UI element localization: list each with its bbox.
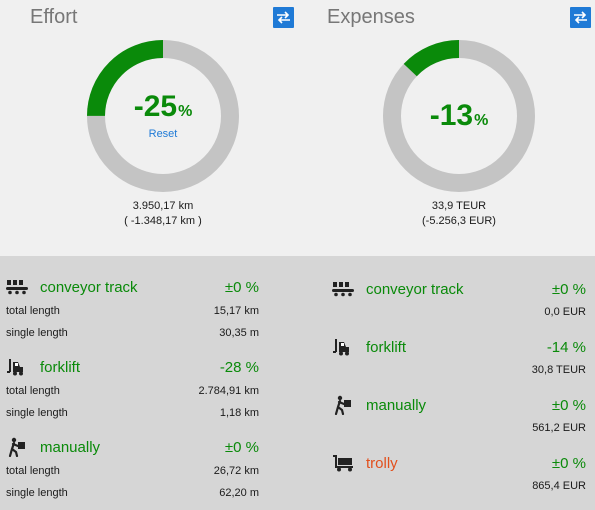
swap-arrows-icon <box>277 11 290 24</box>
conveyor-icon <box>6 277 28 297</box>
row-value: 15,17 km <box>213 305 259 317</box>
expenses-category-conveyor[interactable]: conveyor track <box>332 278 464 300</box>
row-label: total length <box>6 385 60 397</box>
row-value: 561,2 EUR <box>532 422 586 434</box>
expenses-category-manually[interactable]: manually <box>332 394 426 416</box>
effort-total: 3.950,17 km ( -1.348,17 km ) <box>83 199 243 229</box>
effort-category-conveyor[interactable]: conveyor track <box>6 276 138 298</box>
row-label: total length <box>6 465 60 477</box>
expenses-donut: -13% <box>383 40 535 192</box>
row-value: 30,35 m <box>219 327 259 339</box>
category-name: manually <box>40 438 101 456</box>
expenses-category-trolly[interactable]: trolly <box>332 452 398 474</box>
effort-donut: -25% Reset <box>87 40 239 192</box>
person-carrying-icon <box>6 437 28 457</box>
trolley-icon <box>332 453 354 473</box>
expenses-total-value: 33,9 TEUR <box>431 200 487 212</box>
forklift-icon <box>332 337 354 357</box>
category-name: manually <box>366 396 427 414</box>
effort-percent: -25% <box>133 90 193 123</box>
row-label: single length <box>6 407 68 419</box>
category-name: conveyor track <box>366 280 464 298</box>
row-value: 0,0 EUR <box>544 306 586 318</box>
category-name: conveyor track <box>40 278 138 296</box>
category-name: forklift <box>366 338 407 356</box>
person-carrying-icon <box>332 395 354 415</box>
row-value: 2.784,91 km <box>198 385 259 397</box>
expenses-total-delta: (-5.256,3 EUR) <box>422 215 496 227</box>
expenses-swap-button[interactable] <box>570 7 591 28</box>
expenses-percent: -13% <box>429 99 489 132</box>
details-section <box>0 256 595 510</box>
row-label: total length <box>6 305 60 317</box>
forklift-icon <box>6 357 28 377</box>
row-label: single length <box>6 487 68 499</box>
effort-donut-arc <box>87 40 239 192</box>
expenses-total: 33,9 TEUR (-5.256,3 EUR) <box>379 199 539 229</box>
row-label: single length <box>6 327 68 339</box>
category-percent: ±0 % <box>551 455 586 472</box>
expenses-title: Expenses <box>327 6 415 28</box>
category-percent: ±0 % <box>224 439 259 456</box>
category-percent: -14 % <box>546 339 586 356</box>
effort-category-forklift[interactable]: forklift <box>6 356 80 378</box>
reset-link[interactable]: Reset <box>148 128 178 140</box>
category-name: trolly <box>366 454 398 472</box>
effort-title: Effort <box>30 6 78 28</box>
category-percent: ±0 % <box>224 279 259 296</box>
swap-arrows-icon <box>574 11 587 24</box>
conveyor-icon <box>332 279 354 299</box>
expenses-donut-arc <box>383 40 535 192</box>
effort-total-delta: ( -1.348,17 km ) <box>124 215 202 227</box>
effort-total-value: 3.950,17 km <box>132 200 194 212</box>
row-value: 30,8 TEUR <box>531 364 586 376</box>
row-value: 1,18 km <box>219 407 259 419</box>
row-value: 62,20 m <box>219 487 259 499</box>
category-percent: -28 % <box>219 359 259 376</box>
expenses-category-forklift[interactable]: forklift <box>332 336 406 358</box>
row-value: 865,4 EUR <box>532 480 586 492</box>
effort-swap-button[interactable] <box>273 7 294 28</box>
category-percent: ±0 % <box>551 397 586 414</box>
row-value: 26,72 km <box>213 465 259 477</box>
effort-category-manually[interactable]: manually <box>6 436 100 458</box>
category-percent: ±0 % <box>551 281 586 298</box>
category-name: forklift <box>40 358 81 376</box>
